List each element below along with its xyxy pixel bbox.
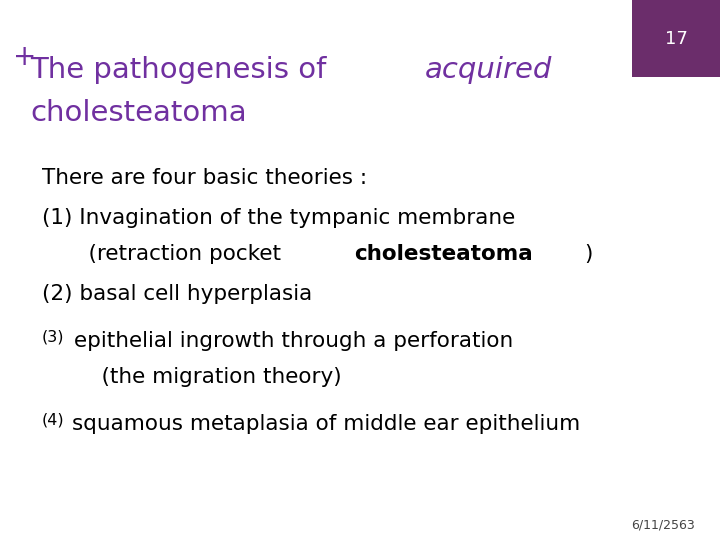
Text: +: +: [13, 43, 36, 71]
Text: (4): (4): [42, 412, 64, 427]
Bar: [632, 0, 720, 77]
Text: cholesteatoma: cholesteatoma: [354, 244, 533, 264]
Text: (retraction pocket: (retraction pocket: [61, 244, 288, 264]
Text: (2) basal cell hyperplasia: (2) basal cell hyperplasia: [42, 284, 312, 305]
Text: (the migration theory): (the migration theory): [74, 367, 342, 387]
Text: (1) Invagination of the tympanic membrane: (1) Invagination of the tympanic membran…: [42, 208, 515, 228]
Text: ): ): [585, 244, 593, 264]
Text: There are four basic theories :: There are four basic theories :: [42, 168, 367, 188]
Text: The pathogenesis of: The pathogenesis of: [30, 56, 336, 84]
Text: epithelial ingrowth through a perforation: epithelial ingrowth through a perforatio…: [74, 331, 513, 352]
Text: acquired: acquired: [425, 56, 552, 84]
Text: 17: 17: [665, 30, 688, 49]
Text: (3): (3): [42, 329, 64, 345]
Text: 6/11/2563: 6/11/2563: [631, 518, 695, 531]
Text: cholesteatoma: cholesteatoma: [30, 99, 247, 127]
Text: squamous metaplasia of middle ear epithelium: squamous metaplasia of middle ear epithe…: [72, 414, 580, 434]
